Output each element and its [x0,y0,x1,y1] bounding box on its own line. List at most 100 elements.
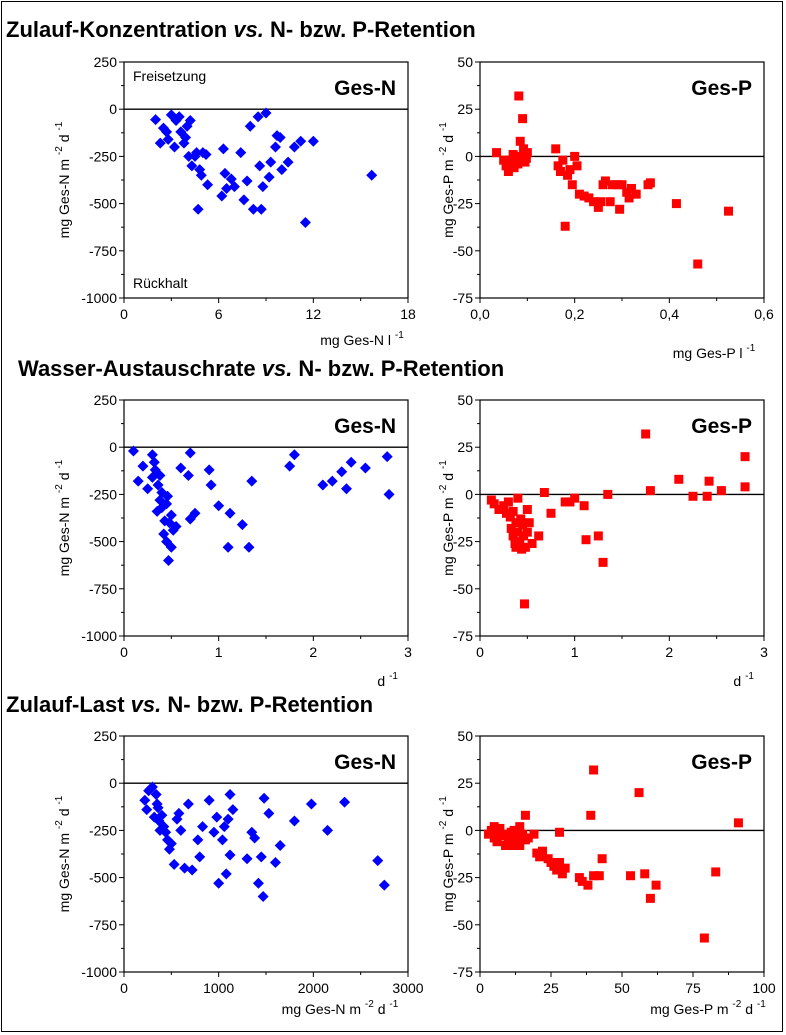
data-point [326,475,338,487]
data-point [645,178,655,188]
data-point [168,858,180,870]
x-tick-label: 1 [571,644,579,660]
data-point [276,164,288,176]
data-point [508,506,518,516]
data-point [520,542,530,552]
data-point [197,821,209,833]
data-point [555,857,565,867]
data-point [514,91,524,101]
y-tick-label: -250 [89,486,117,502]
y-tick-label: 250 [94,728,118,744]
y-tick-label: 50 [457,54,473,70]
data-point [534,531,544,541]
data-point [216,834,228,846]
data-point [515,136,525,146]
data-point [255,203,267,215]
x-tick-label: 0 [476,980,484,996]
data-point [160,826,172,838]
data-point [583,880,593,890]
y-tick-label: 25 [457,775,473,791]
data-point [552,865,562,875]
x-tick-label: 0 [476,644,484,660]
data-point [560,863,570,873]
data-point [202,179,214,191]
data-point [378,879,390,891]
section-title: Zulauf-Konzentration vs. N- bzw. P-Reten… [6,17,476,43]
data-point [224,507,236,519]
y-tick-label: 0 [109,439,117,455]
data-point [524,518,534,528]
data-point [241,175,253,187]
data-point [489,499,499,509]
y-tick-label: -250 [89,822,117,838]
data-point [137,460,149,472]
data-point [249,832,261,844]
data-point [535,852,545,862]
data-point [589,871,599,881]
chart-2: 50 25 0 -25 -50 -750,0 0,2 0,4 0,6 Ges-P mg Ges-P … [438,54,774,361]
data-point [269,856,281,868]
data-point [295,135,307,147]
y-tick-label: -750 [89,243,117,259]
data-point [572,161,582,171]
y-tick-label: 0 [465,822,473,838]
y-tick-label: -75 [453,290,473,306]
data-point [521,153,531,163]
x-tick-label: 25 [543,980,559,996]
data-point [221,182,233,194]
data-point [195,169,207,181]
y-tick-label: 250 [94,392,118,408]
data-point [139,794,151,806]
data-point [603,489,613,499]
x-tick-label: 3 [404,644,412,660]
data-point [179,862,191,874]
data-point [511,153,520,163]
data-point [381,451,393,463]
x-axis-title: mg Ges-N l -1 [320,330,404,348]
data-point [170,520,182,532]
title-part: Wasser-Austauschrate [18,356,262,381]
data-point [626,871,636,881]
data-point [246,475,258,487]
title-part: N- bzw. P-Retention [292,356,505,381]
data-point [175,462,187,474]
data-point [244,120,256,132]
data-point [288,141,300,153]
data-point [305,798,317,810]
data-point [515,537,525,547]
data-point [162,554,174,566]
y-tick-label: -500 [89,196,117,212]
data-point [227,804,239,816]
data-point [503,497,513,507]
data-point [693,259,703,269]
data-point [505,512,515,522]
x-tick-label: 0 [120,980,128,996]
data-point [577,876,587,886]
data-point [322,824,334,836]
data-point [518,520,528,530]
data-point [194,851,206,863]
annotation-freisetzung: Freisetzung [133,68,206,84]
y-axis-title: mg Ges-N m -2 d -1 [54,459,72,576]
section-title: Wasser-Austauschrate vs. N- bzw. P-Reten… [18,356,504,382]
data-point [186,864,198,876]
data-point [567,180,577,190]
panel-label: Ges-N [334,751,396,774]
data-point [165,838,177,850]
data-point [173,807,185,819]
data-point [688,491,698,501]
x-tick-label: 0,6 [754,306,774,322]
data-point [359,462,371,474]
data-point [522,527,532,537]
data-point [299,216,311,228]
data-point [152,802,164,814]
data-point [716,486,726,496]
data-point [499,501,509,511]
data-point [372,855,384,867]
data-point [218,821,230,833]
data-point [258,792,270,804]
y-axis-title: mg Ges-N m -2 d -1 [54,795,72,912]
